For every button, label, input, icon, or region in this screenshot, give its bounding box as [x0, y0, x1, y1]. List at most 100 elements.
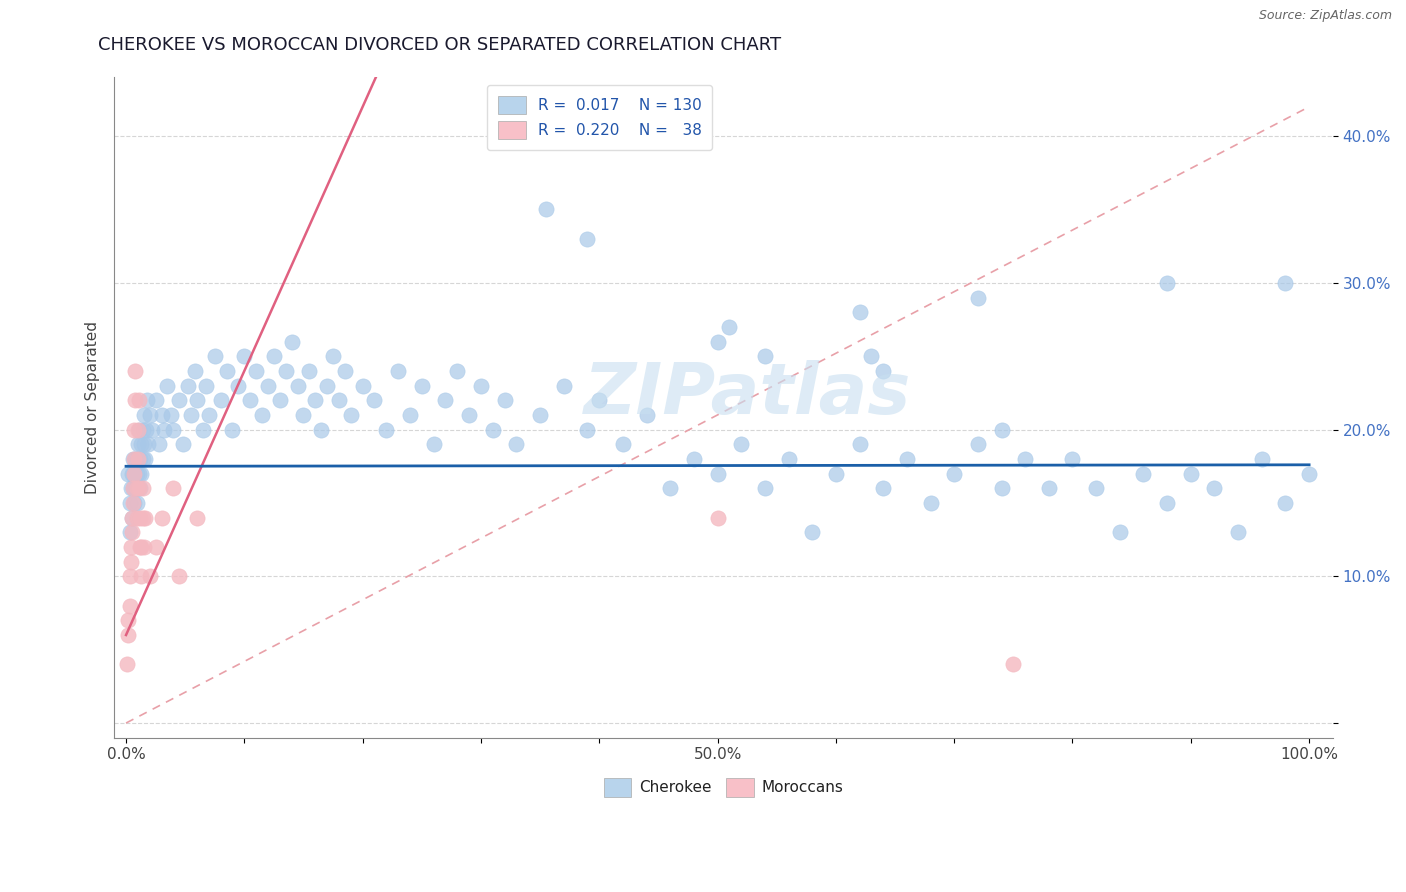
Point: [1085, 481, 1108, 495]
Point: [117, 628, 139, 642]
Point: [1227, 525, 1250, 540]
Point: [124, 496, 146, 510]
Point: [233, 349, 256, 363]
Point: [228, 378, 250, 392]
Point: [115, 657, 138, 672]
Point: [287, 378, 309, 392]
Point: [121, 510, 143, 524]
Point: [966, 437, 988, 451]
Point: [399, 408, 422, 422]
Point: [280, 334, 302, 349]
Point: [943, 467, 966, 481]
Point: [129, 510, 152, 524]
Point: [209, 393, 232, 408]
Point: [127, 437, 149, 451]
Point: [138, 408, 160, 422]
Point: [1132, 467, 1154, 481]
Point: [117, 467, 139, 481]
Point: [706, 334, 728, 349]
Point: [333, 364, 356, 378]
Point: [122, 481, 145, 495]
Point: [131, 510, 153, 524]
Point: [136, 393, 159, 408]
Point: [204, 349, 226, 363]
Point: [124, 452, 146, 467]
Point: [257, 378, 280, 392]
Point: [872, 364, 894, 378]
Point: [269, 393, 291, 408]
Point: [167, 393, 190, 408]
Point: [860, 349, 883, 363]
Point: [125, 496, 148, 510]
Y-axis label: Divorced or Separated: Divorced or Separated: [86, 321, 100, 494]
Point: [215, 364, 238, 378]
Point: [896, 452, 918, 467]
Point: [132, 437, 155, 451]
Point: [470, 378, 492, 392]
Point: [375, 423, 398, 437]
Point: [1204, 481, 1226, 495]
Point: [127, 481, 149, 495]
Point: [145, 393, 167, 408]
Point: [129, 481, 152, 495]
Point: [1038, 481, 1060, 495]
Point: [125, 467, 148, 481]
Legend: Cherokee, Moroccans: Cherokee, Moroccans: [598, 772, 849, 803]
Point: [1156, 496, 1178, 510]
Point: [125, 481, 148, 495]
Point: [352, 378, 374, 392]
Point: [1108, 525, 1130, 540]
Point: [125, 510, 148, 524]
Point: [131, 437, 153, 451]
Point: [848, 437, 870, 451]
Point: [132, 408, 155, 422]
Point: [141, 423, 163, 437]
Point: [298, 364, 321, 378]
Point: [198, 408, 221, 422]
Point: [576, 423, 599, 437]
Point: [221, 423, 243, 437]
Point: [1062, 452, 1084, 467]
Point: [127, 452, 149, 467]
Point: [534, 202, 557, 217]
Point: [966, 291, 988, 305]
Point: [162, 423, 184, 437]
Point: [250, 408, 273, 422]
Point: [145, 540, 167, 554]
Point: [576, 232, 599, 246]
Point: [180, 408, 202, 422]
Point: [801, 525, 824, 540]
Point: [274, 364, 297, 378]
Point: [920, 496, 942, 510]
Point: [363, 393, 385, 408]
Text: CHEROKEE VS MOROCCAN DIVORCED OR SEPARATED CORRELATION CHART: CHEROKEE VS MOROCCAN DIVORCED OR SEPARAT…: [98, 36, 782, 54]
Point: [167, 569, 190, 583]
Point: [172, 437, 194, 451]
Point: [176, 378, 198, 392]
Point: [160, 408, 183, 422]
Point: [118, 496, 141, 510]
Point: [128, 467, 150, 481]
Point: [148, 437, 170, 451]
Point: [121, 467, 143, 481]
Point: [328, 393, 350, 408]
Text: Source: ZipAtlas.com: Source: ZipAtlas.com: [1258, 9, 1392, 22]
Point: [138, 569, 160, 583]
Text: ZIPatlas: ZIPatlas: [583, 359, 911, 429]
Point: [263, 349, 285, 363]
Point: [825, 467, 848, 481]
Point: [129, 452, 152, 467]
Point: [121, 510, 143, 524]
Point: [494, 393, 516, 408]
Point: [131, 569, 153, 583]
Point: [1156, 276, 1178, 290]
Point: [132, 540, 155, 554]
Point: [121, 525, 143, 540]
Point: [239, 393, 262, 408]
Point: [754, 349, 776, 363]
Point: [124, 467, 146, 481]
Point: [183, 364, 205, 378]
Point: [245, 364, 267, 378]
Point: [156, 378, 179, 392]
Point: [118, 569, 141, 583]
